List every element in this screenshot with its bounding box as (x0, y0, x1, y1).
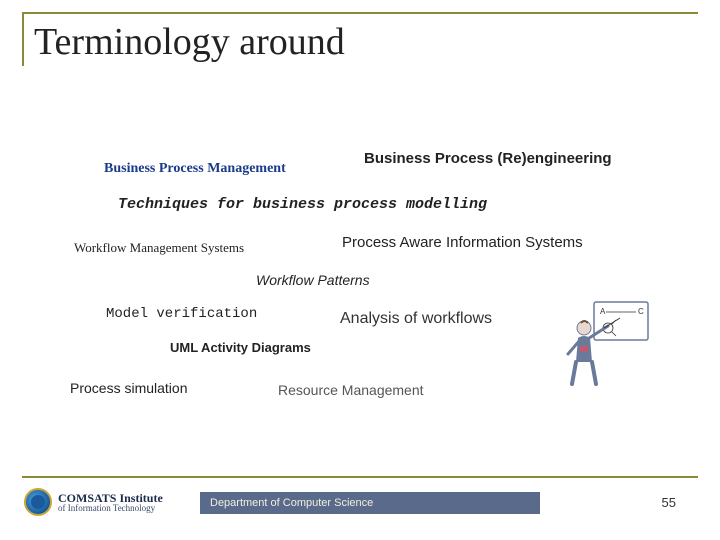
term-pais: Process Aware Information Systems (342, 234, 583, 251)
term-verification: Model verification (106, 306, 257, 322)
institute-logo: COMSATS Institute of Information Technol… (24, 488, 163, 516)
term-resource: Resource Management (278, 382, 424, 398)
board-label-a: A (600, 307, 606, 316)
term-bpm: Business Process Management (104, 161, 286, 177)
term-analysis: Analysis of workflows (340, 310, 492, 328)
logo-mark-icon (24, 488, 52, 516)
footer-rule (22, 476, 698, 478)
title-rule (22, 12, 698, 14)
term-simulation: Process simulation (70, 380, 188, 396)
footer-department: Department of Computer Science (210, 497, 373, 509)
term-uml: UML Activity Diagrams (170, 340, 311, 355)
logo-line2: of Information Technology (58, 504, 163, 513)
presenter-illustration: A C (560, 300, 624, 380)
board-label-c: C (638, 307, 644, 316)
page-number: 55 (662, 495, 676, 510)
footer-band: Department of Computer Science (200, 492, 540, 514)
term-patterns: Workflow Patterns (256, 272, 370, 288)
slide-title: Terminology around (34, 20, 345, 64)
title-vertical-rule (22, 12, 24, 66)
term-techniques: Techniques for business process modellin… (118, 196, 487, 213)
term-wfms: Workflow Management Systems (74, 240, 244, 256)
term-bpr: Business Process (Re)engineering (364, 150, 612, 167)
logo-line1: COMSATS Institute (58, 492, 163, 504)
slide: Terminology around Business Process Mana… (0, 0, 720, 540)
